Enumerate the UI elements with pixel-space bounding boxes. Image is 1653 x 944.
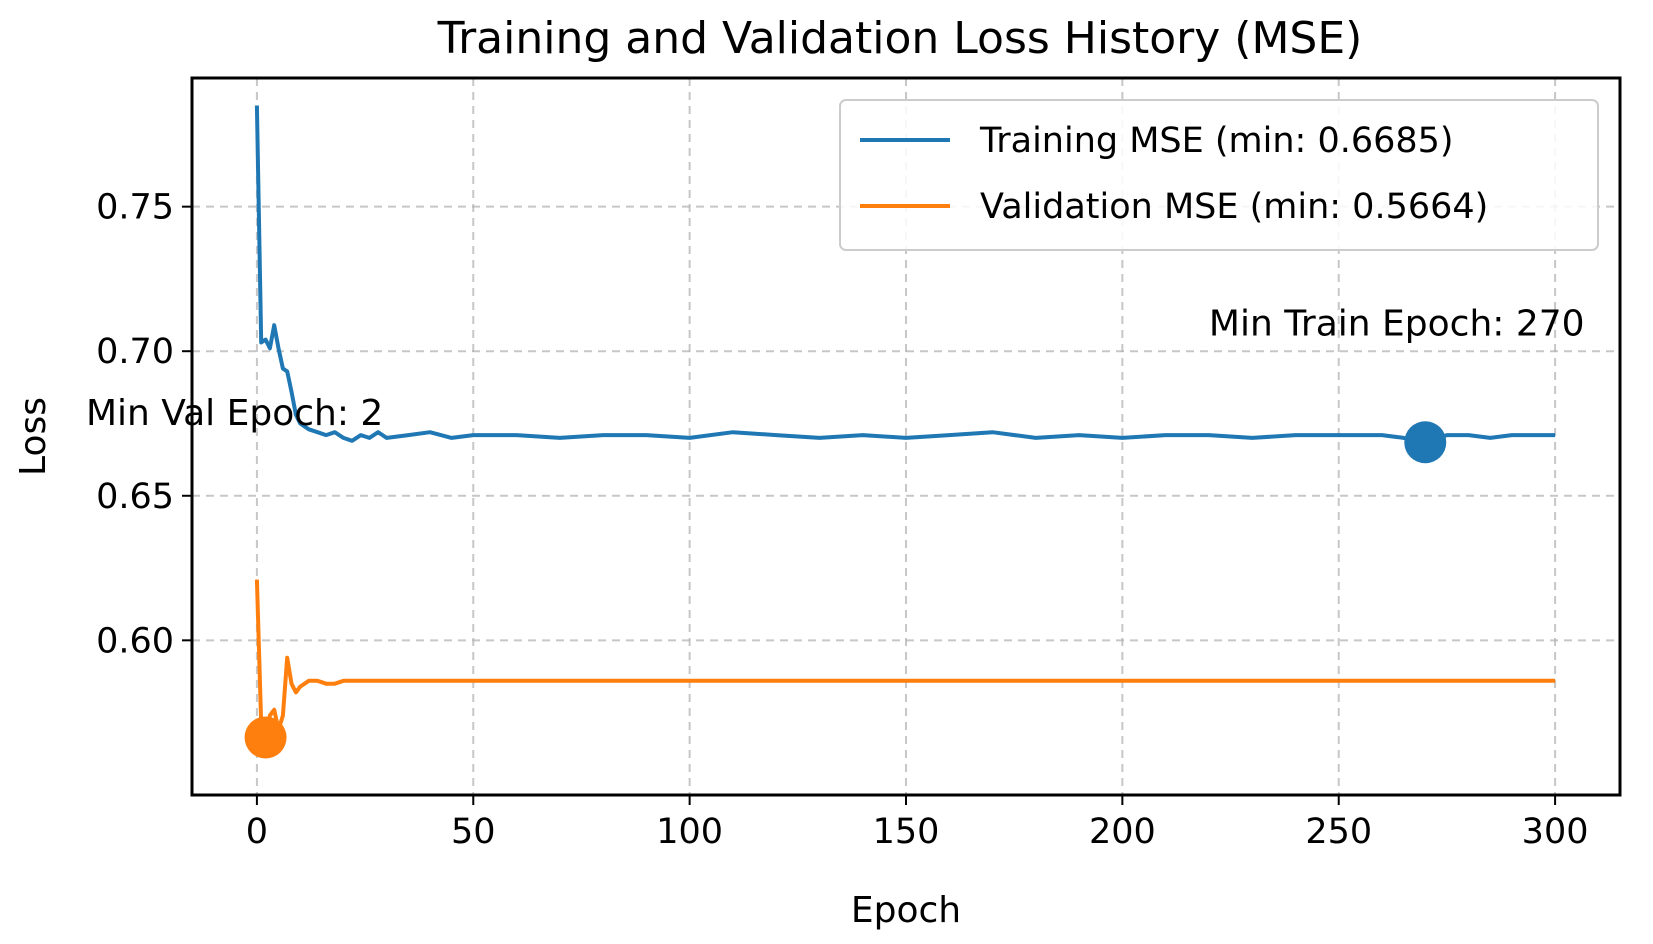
y-tick-label: 0.65: [96, 477, 174, 517]
min-train-marker: [1404, 421, 1447, 464]
x-tick-label: 250: [1305, 812, 1372, 852]
x-axis-label: Epoch: [851, 890, 961, 931]
x-tick-label: 300: [1522, 812, 1589, 852]
min-train-annotation: Min Train Epoch: 270: [1209, 303, 1585, 344]
x-tick-label: 200: [1089, 812, 1156, 852]
annotation-layer: Min Train Epoch: 270 Min Val Epoch: 2: [86, 303, 1585, 434]
series-layer: [254, 105, 1556, 740]
x-tick-label: 50: [451, 812, 496, 852]
min-val-marker: [244, 716, 287, 759]
min-val-annotation: Min Val Epoch: 2: [86, 393, 383, 434]
legend-box: [839, 99, 1599, 251]
legend-label: Training MSE (min: 0.6685): [979, 121, 1454, 161]
y-tick-label: 0.60: [96, 621, 174, 661]
legend-label: Validation MSE (min: 0.5664): [980, 187, 1488, 227]
series-line-training: [254, 105, 1556, 445]
series-line-validation: [254, 579, 1556, 740]
y-tick-label: 0.70: [96, 332, 174, 372]
marker-layer: [244, 421, 1447, 759]
chart-title: Training and Validation Loss History (MS…: [437, 13, 1363, 64]
y-tick-label: 0.75: [96, 188, 174, 228]
x-tick-label: 0: [246, 812, 268, 852]
legend: Training MSE (min: 0.6685) Validation MSE…: [839, 99, 1599, 251]
y-axis-label: Loss: [13, 397, 54, 476]
x-tick-label: 100: [656, 812, 723, 852]
axis-ticks: 0 50 100 150 200 250 300 0.60 0.65 0.70 0.75: [96, 188, 1588, 852]
x-tick-label: 150: [873, 812, 940, 852]
